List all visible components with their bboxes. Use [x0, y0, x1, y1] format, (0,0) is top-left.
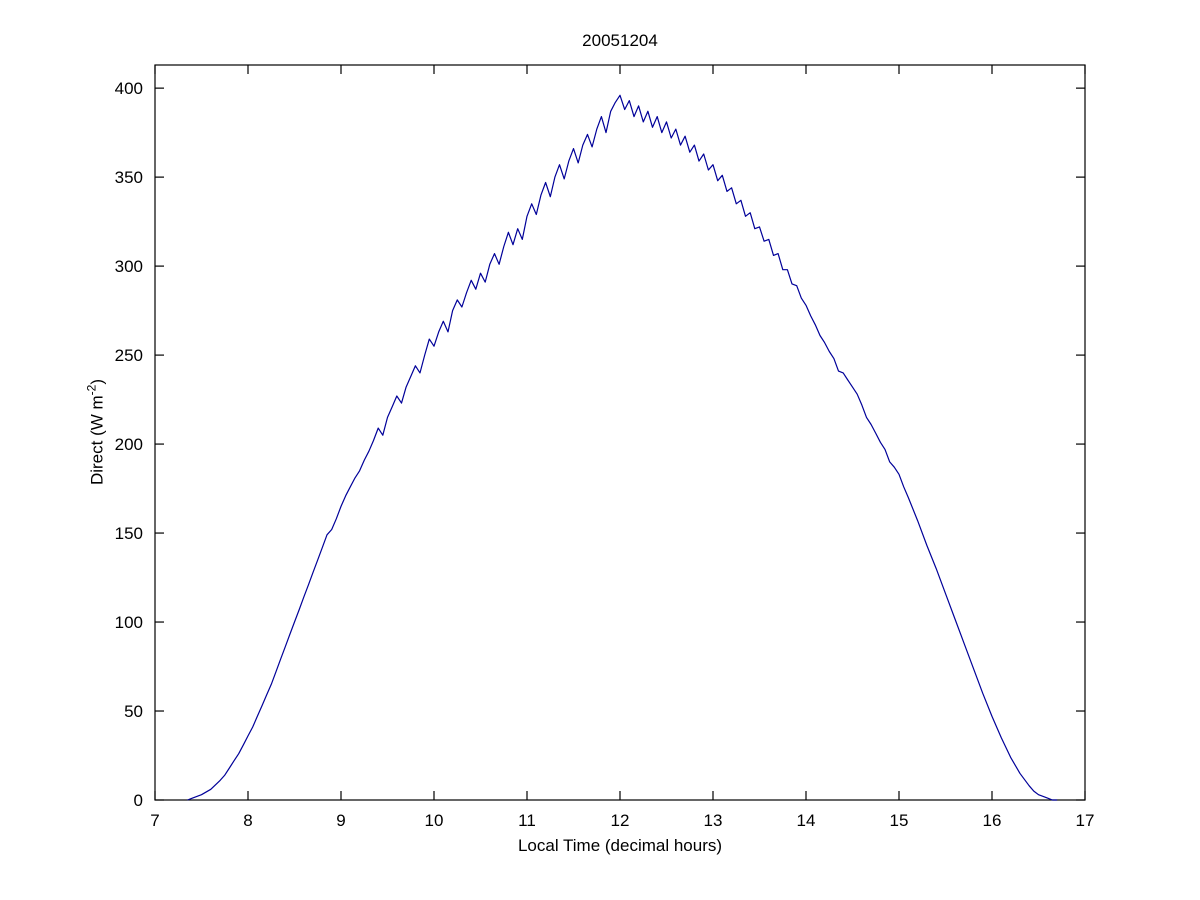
x-tick-label: 16: [983, 811, 1002, 830]
y-tick-label: 200: [115, 435, 143, 454]
x-axis-label: Local Time (decimal hours): [517, 836, 723, 855]
x-tick-label: 8: [243, 811, 252, 830]
x-tick-label: 14: [797, 811, 816, 830]
x-tick-label: 12: [611, 811, 630, 830]
y-axis-label-prefix: Direct (W m: [87, 395, 107, 486]
y-tick-label: 100: [115, 613, 143, 632]
y-axis-label-superscript: -2: [84, 384, 99, 396]
y-tick-label: 400: [115, 79, 143, 98]
y-tick-label: 300: [115, 257, 143, 276]
data-line-direct-irradiance: [187, 94, 1058, 801]
x-tick-label: 11: [518, 811, 536, 830]
x-tick-label: 17: [1076, 811, 1095, 830]
x-tick-label: 10: [425, 811, 444, 830]
x-tick-label: 7: [150, 811, 159, 830]
y-tick-label: 150: [115, 524, 143, 543]
axes-box: [154, 64, 1086, 801]
x-tick-label: 13: [704, 811, 723, 830]
y-tick-label: 0: [134, 791, 143, 810]
chart-title: 20051204: [582, 31, 658, 50]
y-tick-label: 50: [124, 702, 143, 721]
y-tick-label: 250: [115, 346, 143, 365]
y-axis-label: Direct (W m-2): [85, 379, 108, 485]
y-axis-label-suffix: ): [87, 378, 107, 385]
x-tick-label: 15: [890, 811, 909, 830]
x-tick-label: 9: [336, 811, 345, 830]
y-tick-label: 350: [115, 168, 143, 187]
